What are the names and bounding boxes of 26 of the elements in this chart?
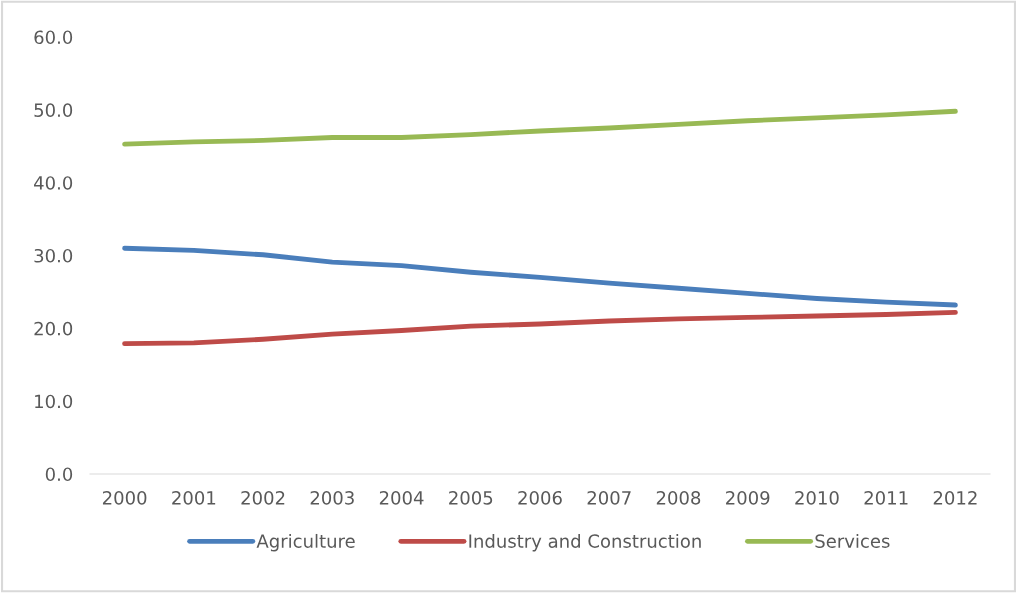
x-tick-label: 2011 bbox=[864, 490, 908, 505]
x-tick-label: 2006 bbox=[518, 490, 562, 505]
y-tick-label: 50.0 bbox=[34, 103, 73, 117]
line-series bbox=[122, 309, 958, 347]
legend-label: Industry and Construction bbox=[469, 533, 701, 552]
legend-label: Services bbox=[815, 533, 890, 548]
line-series bbox=[122, 245, 958, 308]
legend-label: Agriculture bbox=[256, 533, 355, 552]
x-tick-label: 2004 bbox=[379, 490, 424, 505]
x-tick-label: 2000 bbox=[102, 490, 147, 505]
x-tick-label: 2007 bbox=[587, 490, 631, 505]
x-tick-label: 2003 bbox=[310, 490, 354, 505]
x-tick-label: 2001 bbox=[172, 490, 216, 505]
y-tick-label: 0.0 bbox=[45, 467, 73, 482]
x-tick-label: 2008 bbox=[656, 490, 701, 505]
y-tick-label: 40.0 bbox=[34, 176, 73, 190]
x-tick-label: 2002 bbox=[241, 490, 285, 505]
y-tick-label: 60.0 bbox=[34, 30, 73, 45]
x-tick-label: 2005 bbox=[449, 490, 493, 505]
line-series bbox=[122, 108, 958, 147]
y-tick-label: 20.0 bbox=[34, 321, 73, 336]
y-tick-label: 10.0 bbox=[35, 394, 73, 409]
x-tick-label: 2010 bbox=[795, 490, 839, 505]
x-tick-label: 2009 bbox=[726, 490, 770, 505]
x-tick-label: 2012 bbox=[933, 490, 977, 505]
y-tick-label: 30.0 bbox=[34, 248, 73, 263]
